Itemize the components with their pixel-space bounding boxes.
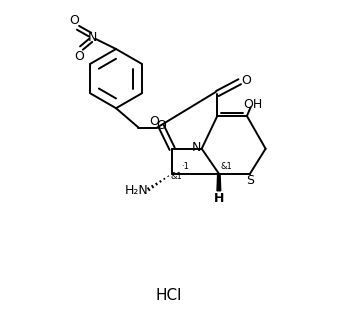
Text: S: S: [246, 174, 254, 187]
Text: O: O: [156, 120, 166, 132]
Text: OH: OH: [243, 98, 262, 111]
Text: O: O: [242, 74, 251, 87]
Text: &1: &1: [220, 162, 232, 171]
Text: N: N: [88, 31, 97, 44]
Text: N: N: [191, 141, 201, 154]
Text: HCl: HCl: [156, 288, 182, 303]
Text: O: O: [75, 50, 84, 63]
Text: O: O: [149, 115, 159, 128]
Text: ·1: ·1: [181, 162, 189, 171]
Polygon shape: [217, 175, 221, 191]
Text: H₂N: H₂N: [125, 184, 149, 197]
Text: H: H: [214, 192, 224, 205]
Text: O: O: [69, 14, 79, 27]
Text: &1: &1: [171, 172, 182, 181]
